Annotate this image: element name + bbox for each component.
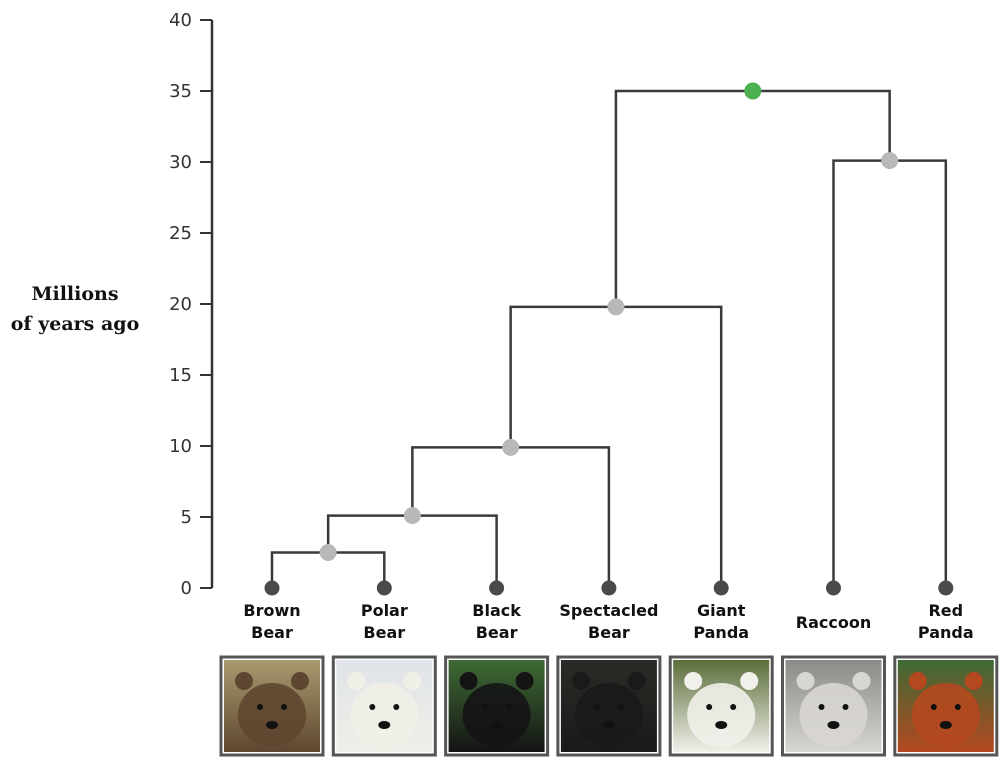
tip-node-red-panda [938, 580, 954, 596]
branch-raccoon [832, 159, 890, 588]
branch-node-ursus [411, 446, 511, 516]
divergence-node [403, 507, 421, 525]
y-tick-label: 10 [169, 436, 192, 457]
divergence-node [881, 152, 899, 170]
divergence-node [607, 298, 625, 316]
tip-node-polar-bear [376, 580, 392, 596]
tree-nodes [264, 82, 954, 596]
y-tick-label: 15 [169, 365, 192, 386]
branch-black-bear [412, 514, 498, 588]
y-axis-title-line2: of years ago [11, 313, 140, 335]
divergence-node [319, 544, 337, 561]
y-tick-label: 35 [169, 81, 192, 102]
root-node [744, 82, 762, 100]
y-tick-label: 20 [169, 294, 192, 315]
taxon-label-raccoon: Raccoon [796, 613, 871, 632]
y-tick-label: 0 [181, 578, 192, 599]
brown-bear-photo [219, 655, 325, 757]
y-tick-label: 40 [169, 10, 192, 31]
branch-polar-bear [328, 551, 386, 588]
branch-node-raccoon-redpanda [752, 89, 891, 161]
taxon-label-polar-bear: Polar Bear [361, 601, 408, 642]
branch-red-panda [889, 159, 948, 588]
taxon-label-black-bear: Black Bear [472, 601, 521, 642]
branch-giant-panda [615, 305, 723, 588]
raccoon-photo [781, 655, 886, 757]
tree-branches [270, 89, 948, 588]
branch-node-brown-polar [326, 514, 413, 553]
taxon-labels: Brown Bear Polar Bear Black Bear Spectacled Bea… [243, 601, 973, 642]
red-panda-photo [893, 655, 999, 757]
branch-node-ursinae [509, 305, 616, 448]
taxon-photos [219, 655, 999, 757]
taxon-label-brown-bear: Brown Bear [243, 601, 300, 642]
giant-panda-photo [668, 655, 774, 757]
taxon-label-spectacled-bear: Spectacled Bear [559, 601, 658, 642]
time-axis: 0 5 10 15 20 25 30 35 40 [169, 10, 214, 599]
taxon-label-giant-panda: Giant Panda [693, 601, 749, 642]
tip-node-spectacled-bear [601, 580, 617, 596]
branch-brown-bear [270, 551, 329, 588]
y-tick-label: 25 [169, 223, 192, 244]
y-tick-label: 5 [181, 507, 192, 528]
taxon-label-red-panda: Red Panda [918, 601, 974, 642]
branch-node-ursidae [614, 89, 753, 307]
tip-node-black-bear [489, 580, 505, 596]
y-axis-title-line1: Millions [31, 283, 118, 305]
branch-spectacled-bear [510, 446, 611, 588]
tip-node-raccoon [826, 580, 841, 596]
y-tick-label: 30 [169, 152, 192, 173]
divergence-node [502, 438, 520, 456]
tip-node-brown-bear [264, 580, 280, 596]
polar-bear-photo [331, 655, 437, 757]
black-bear-photo [444, 655, 550, 757]
spectacled-bear-photo [556, 655, 662, 757]
tip-node-giant-panda [713, 580, 729, 596]
